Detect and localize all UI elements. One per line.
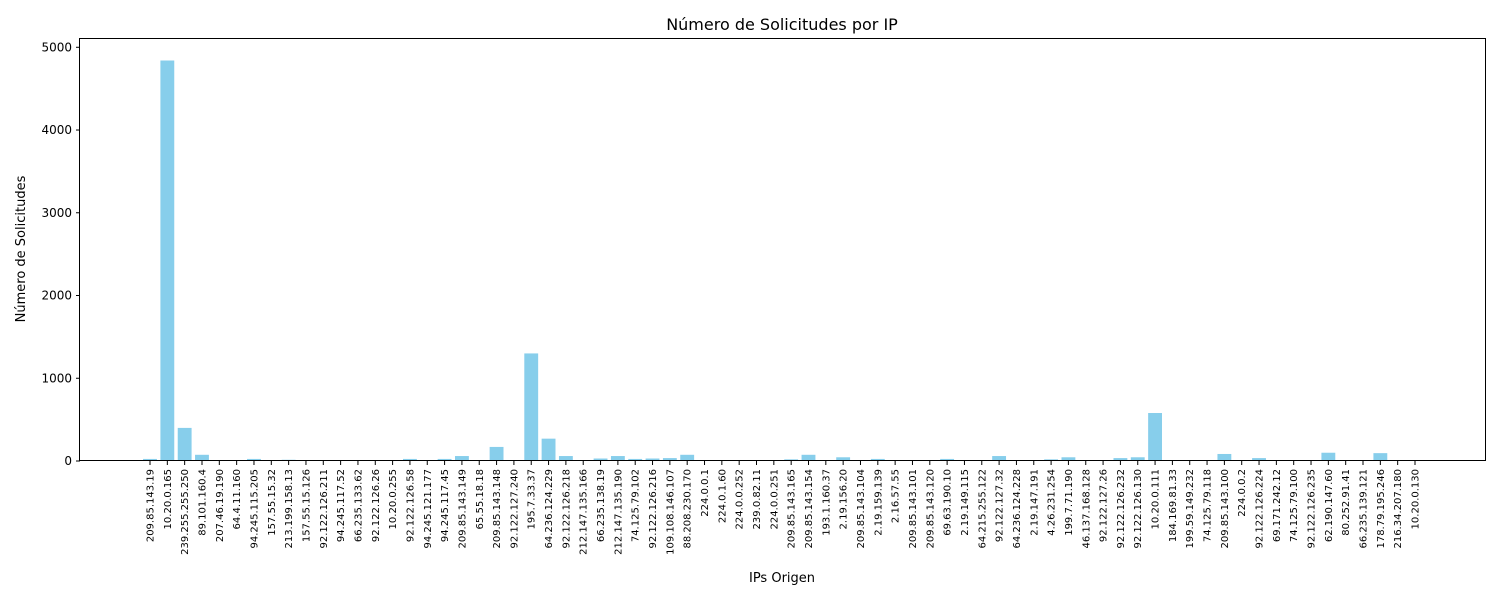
x-tick-label: 209.85.143.120 (925, 469, 936, 549)
x-tick-label: 64.236.124.229 (544, 469, 555, 549)
x-tick-label: 89.101.160.4 (197, 469, 208, 536)
x-tick-label: 92.122.126.130 (1133, 469, 1144, 549)
x-tick-label: 213.199.158.13 (284, 469, 295, 549)
bar (1373, 453, 1387, 461)
x-tick-label: 65.55.18.18 (475, 469, 486, 529)
x-tick-label: 178.79.195.246 (1376, 469, 1387, 549)
x-tick-label: 92.122.126.235 (1307, 469, 1318, 549)
x-tick-label: 2.19.159.139 (873, 469, 884, 536)
x-tick-label: 184.169.81.33 (1168, 469, 1179, 542)
bar (1217, 454, 1231, 461)
x-tick-label: 195.7.33.37 (527, 469, 538, 529)
bar (524, 353, 538, 461)
y-tick-label: 5000 (41, 40, 72, 54)
x-tick-label: 239.0.82.11 (752, 469, 763, 529)
x-tick-label: 10.20.0.165 (163, 469, 174, 529)
x-tick-label: 4.26.231.254 (1047, 469, 1058, 536)
x-tick-label: 92.122.127.26 (1099, 469, 1110, 542)
x-tick-label: 94.245.115.205 (249, 469, 260, 549)
x-tick-label: 207.46.19.190 (215, 469, 226, 542)
x-tick-label: 209.85.143.101 (908, 469, 919, 549)
y-tick-label: 3000 (41, 206, 72, 220)
x-tick-label: 209.85.143.149 (457, 469, 468, 549)
x-tick-label: 66.235.139.121 (1359, 469, 1370, 549)
x-tick-label: 74.125.79.118 (1203, 469, 1214, 542)
x-tick-label: 74.125.79.100 (1289, 469, 1300, 542)
x-tick-label: 224.0.0.251 (769, 469, 780, 529)
y-axis: 0 1000 2000 3000 4000 5000 (41, 40, 80, 468)
bar (542, 439, 556, 461)
x-tick-label: 2.19.156.20 (839, 469, 850, 529)
x-tick-label: 209.85.143.19 (146, 469, 157, 542)
chart-title: Número de Solicitudes por IP (666, 15, 898, 34)
x-tick-label: 239.255.255.250 (180, 469, 191, 555)
bar (490, 447, 504, 461)
x-tick-label: 216.34.207.180 (1393, 469, 1404, 549)
x-tick-label: 69.63.190.10 (943, 469, 954, 536)
y-tick-label: 4000 (41, 123, 72, 137)
x-tick-label: 209.85.143.104 (856, 469, 867, 549)
x-tick-label: 10.20.0.130 (1411, 469, 1422, 529)
x-tick-label: 92.122.127.240 (509, 469, 520, 549)
x-tick-label: 92.122.127.32 (995, 469, 1006, 542)
x-tick-label: 69.171.242.12 (1272, 469, 1283, 542)
y-tick-label: 2000 (41, 289, 72, 303)
y-axis-label: Número de Solicitudes (14, 175, 29, 322)
bar (1321, 453, 1335, 461)
x-tick-label: 2.16.57.55 (891, 469, 902, 523)
x-tick-label: 64.236.124.228 (1012, 469, 1023, 549)
x-tick-label: 92.122.126.218 (561, 469, 572, 549)
x-tick-label: 74.125.79.102 (631, 469, 642, 542)
plot-frame (80, 39, 1486, 461)
bar (160, 61, 174, 461)
x-tick-label: 64.4.11.160 (232, 469, 243, 529)
x-tick-label: 209.85.143.148 (492, 469, 503, 549)
x-tick-label: 92.122.126.58 (405, 469, 416, 542)
x-tick-label: 212.147.135.166 (579, 469, 590, 555)
x-tick-label: 212.147.135.190 (613, 469, 624, 555)
x-tick-label: 46.137.168.128 (1081, 469, 1092, 549)
x-tick-label: 62.190.147.60 (1324, 469, 1335, 542)
x-tick-label: 209.85.143.154 (804, 469, 815, 549)
x-tick-label: 209.85.143.165 (787, 469, 798, 549)
x-tick-label: 10.20.0.111 (1151, 469, 1162, 529)
x-tick-label: 224.0.0.2 (1237, 469, 1248, 517)
x-tick-label: 94.245.121.177 (423, 469, 434, 549)
x-tick-label: 92.122.126.26 (371, 469, 382, 542)
x-tick-label: 80.252.91.41 (1341, 469, 1352, 536)
x-tick-label: 94.245.117.45 (440, 469, 451, 542)
x-tick-label: 2.19.147.191 (1029, 469, 1040, 536)
x-tick-label: 209.85.143.100 (1220, 469, 1231, 549)
x-axis: 209.85.143.19 10.20.0.165 239.255.255.250 8… (146, 461, 1422, 555)
x-tick-label: 2.19.149.115 (960, 469, 971, 536)
x-tick-label: 92.122.126.216 (648, 469, 659, 549)
y-tick-label: 0 (64, 454, 72, 468)
bars-group (143, 61, 1422, 461)
x-tick-label: 92.122.126.224 (1255, 469, 1266, 549)
x-tick-label: 94.245.117.52 (336, 469, 347, 542)
x-tick-label: 10.20.0.255 (388, 469, 399, 529)
x-tick-label: 157.55.15.126 (301, 469, 312, 542)
x-tick-label: 193.1.160.37 (821, 469, 832, 536)
x-tick-label: 109.108.146.107 (665, 469, 676, 555)
bar (178, 428, 192, 461)
x-tick-label: 199.7.71.190 (1064, 469, 1075, 536)
x-tick-label: 157.55.15.32 (267, 469, 278, 536)
bar (1148, 413, 1162, 461)
x-tick-label: 66.235.133.62 (353, 469, 364, 542)
x-tick-label: 224.0.0.1 (700, 469, 711, 517)
x-tick-label: 66.235.138.19 (596, 469, 607, 542)
x-tick-label: 224.0.0.252 (735, 469, 746, 529)
x-axis-label: IPs Origen (749, 571, 815, 586)
x-tick-label: 64.215.255.122 (977, 469, 988, 549)
y-tick-label: 1000 (41, 371, 72, 385)
x-tick-label: 224.0.1.60 (717, 469, 728, 523)
x-tick-label: 199.59.149.232 (1185, 469, 1196, 549)
x-tick-label: 88.208.230.170 (683, 469, 694, 549)
x-tick-label: 92.122.126.211 (319, 469, 330, 549)
x-tick-label: 92.122.126.232 (1116, 469, 1127, 549)
